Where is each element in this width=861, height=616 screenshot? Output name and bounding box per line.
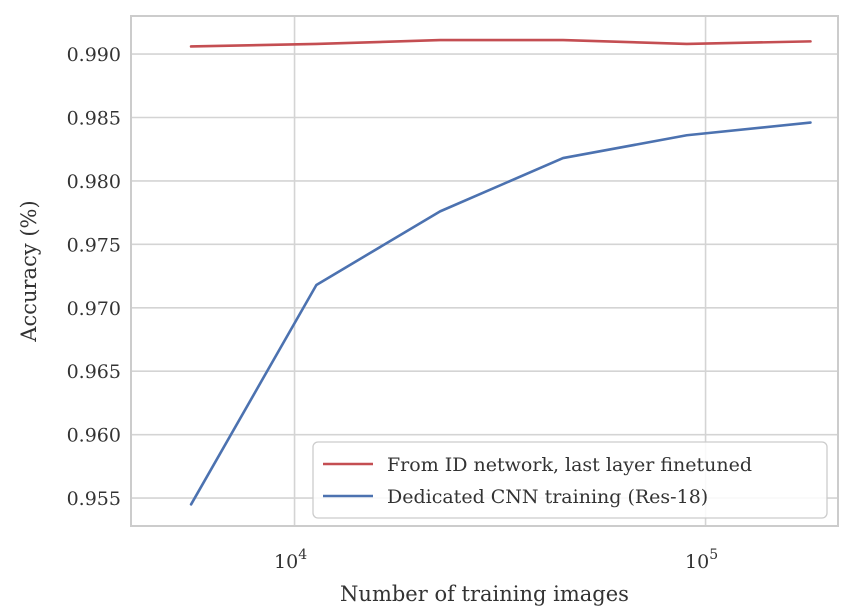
y-axis-label: Accuracy (%) — [17, 200, 41, 342]
y-tick-labels: 0.955 0.960 0.965 0.970 0.975 0.980 0.985 0.990 — [67, 44, 121, 510]
y-tick-label: 0.955 — [67, 488, 121, 510]
x-axis-label: Number of training images — [340, 582, 629, 606]
legend-entry-2: Dedicated CNN training (Res-18) — [387, 486, 708, 508]
x-tick-label: 105 — [685, 547, 718, 573]
x-tick-label: 104 — [274, 547, 307, 573]
y-tick-label: 0.980 — [67, 171, 121, 193]
series-line-2 — [189, 121, 812, 506]
x-tick-labels: 104 105 — [274, 547, 718, 573]
y-tick-label: 0.985 — [67, 107, 121, 129]
legend-box — [312, 441, 828, 519]
series-line-1 — [189, 38, 812, 48]
y-tick-label: 0.960 — [67, 425, 121, 447]
plot-frame — [130, 15, 839, 527]
y-tick-label: 0.970 — [67, 298, 121, 320]
legend-entry-1: From ID network, last layer finetuned — [387, 454, 752, 476]
y-tick-label: 0.975 — [67, 234, 121, 256]
y-tick-label: 0.990 — [67, 44, 121, 66]
legend: From ID network, last layer finetuned Ded… — [312, 441, 828, 519]
series-lines — [189, 38, 812, 506]
y-tick-label: 0.965 — [67, 361, 121, 383]
grid — [131, 16, 838, 526]
